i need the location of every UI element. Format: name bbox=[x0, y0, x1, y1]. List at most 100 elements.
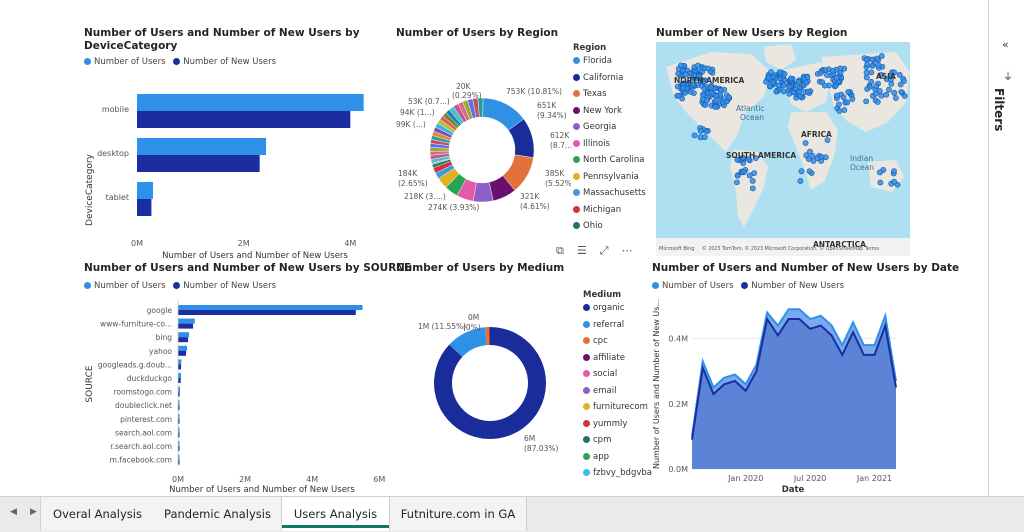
map-bubble[interactable] bbox=[704, 97, 711, 104]
map-bubble[interactable] bbox=[695, 62, 701, 69]
map-bubble[interactable] bbox=[702, 102, 709, 108]
map-bubble[interactable] bbox=[822, 67, 829, 74]
map-bubble[interactable] bbox=[869, 56, 876, 63]
region-legend-item[interactable]: Georgia bbox=[573, 122, 646, 139]
map-bubble[interactable] bbox=[786, 84, 793, 90]
device-bar-chart[interactable]: DeviceCategory Number of Users and Numbe… bbox=[82, 70, 382, 270]
region-legend-item[interactable]: New York bbox=[573, 106, 646, 123]
map-bubble[interactable] bbox=[875, 62, 882, 68]
source-bar-chart[interactable]: SOURCE Number of Users and Number of New… bbox=[82, 296, 387, 496]
map-bubble[interactable] bbox=[804, 74, 811, 80]
map-bubble[interactable] bbox=[734, 172, 741, 179]
source-bar-users[interactable] bbox=[178, 345, 188, 351]
region-legend-item[interactable]: Massachusetts bbox=[573, 188, 646, 205]
map-bubble[interactable] bbox=[833, 74, 840, 81]
map-bubble[interactable] bbox=[705, 65, 712, 72]
medium-legend-item[interactable]: referral bbox=[583, 320, 652, 337]
medium-legend-item[interactable]: cpc bbox=[583, 336, 652, 353]
map-bubble[interactable] bbox=[872, 90, 879, 97]
map-bubble[interactable] bbox=[697, 128, 704, 134]
region-legend-item[interactable]: Florida bbox=[573, 56, 646, 73]
source-bar-new-users[interactable] bbox=[178, 350, 187, 356]
map-bubble[interactable] bbox=[718, 87, 724, 94]
map-bubble[interactable] bbox=[713, 92, 719, 99]
map-bubble[interactable] bbox=[767, 83, 773, 90]
map-bubble[interactable] bbox=[765, 75, 772, 82]
map-bubble[interactable] bbox=[745, 156, 752, 163]
map-bubble[interactable] bbox=[878, 92, 885, 99]
region-legend-item[interactable]: Michigan bbox=[573, 205, 646, 222]
source-bar-new-users[interactable] bbox=[178, 337, 189, 343]
source-bar-users[interactable] bbox=[178, 332, 190, 338]
map-bubble[interactable] bbox=[891, 89, 898, 96]
medium-slice[interactable] bbox=[489, 327, 490, 346]
map-bubble[interactable] bbox=[809, 152, 816, 159]
medium-legend-item[interactable]: organic bbox=[583, 303, 652, 320]
copy-icon[interactable]: ⧉ bbox=[556, 244, 564, 257]
map-bubble[interactable] bbox=[749, 185, 756, 192]
map-bubble[interactable] bbox=[837, 69, 844, 76]
map-bubble[interactable] bbox=[746, 172, 753, 179]
map-bubble[interactable] bbox=[776, 69, 783, 75]
map-bubble[interactable] bbox=[845, 89, 852, 95]
medium-legend-item[interactable]: yummly bbox=[583, 419, 652, 436]
users-line[interactable] bbox=[691, 308, 897, 437]
map-bubble[interactable] bbox=[701, 134, 708, 141]
medium-legend-item[interactable]: fzbvy_bdgvba bbox=[583, 468, 652, 485]
medium-legend-item[interactable]: social bbox=[583, 369, 652, 386]
date-area-chart[interactable]: Number of Users and Number of New Us... … bbox=[650, 294, 900, 494]
map-bubble[interactable] bbox=[739, 154, 746, 161]
map-bubble[interactable] bbox=[768, 69, 774, 75]
map-bubble[interactable] bbox=[751, 170, 758, 177]
device-bar-users[interactable] bbox=[137, 182, 153, 199]
medium-legend-item[interactable]: cpm bbox=[583, 435, 652, 452]
region-legend-item[interactable]: North Carolina bbox=[573, 155, 646, 172]
tab-overal-analysis[interactable]: Overal Analysis bbox=[40, 497, 155, 531]
map-bubble[interactable] bbox=[877, 179, 884, 186]
map-bubble[interactable] bbox=[678, 62, 684, 69]
source-bar-users[interactable] bbox=[178, 441, 180, 446]
map-bubble[interactable] bbox=[877, 169, 883, 176]
focus-mode-icon[interactable]: ⤢ bbox=[599, 244, 609, 257]
map-bubble[interactable] bbox=[733, 179, 740, 186]
map-bubble[interactable] bbox=[798, 168, 805, 175]
device-bar-users[interactable] bbox=[137, 94, 364, 111]
source-bar-new-users[interactable] bbox=[178, 310, 356, 315]
source-bar-users[interactable] bbox=[178, 413, 180, 419]
map-bubble[interactable] bbox=[844, 99, 851, 106]
map-bubble[interactable] bbox=[773, 88, 780, 95]
map-bubble[interactable] bbox=[696, 73, 703, 80]
source-bar-users[interactable] bbox=[178, 386, 181, 392]
source-bar-new-users[interactable] bbox=[178, 446, 180, 451]
medium-legend-item[interactable]: affiliate bbox=[583, 353, 652, 370]
map-bubble[interactable] bbox=[878, 53, 885, 59]
map-bubble[interactable] bbox=[810, 158, 817, 164]
map-bubble[interactable] bbox=[836, 107, 843, 114]
map-bubble[interactable] bbox=[770, 73, 777, 80]
device-bar-users[interactable] bbox=[137, 138, 267, 155]
map-bubble[interactable] bbox=[690, 81, 696, 88]
map-bubble[interactable] bbox=[687, 88, 694, 95]
tab-pandemic-analysis[interactable]: Pandemic Analysis bbox=[154, 497, 282, 531]
source-bar-new-users[interactable] bbox=[178, 418, 180, 424]
more-options-icon[interactable]: ⋯ bbox=[621, 244, 633, 257]
map-bubble[interactable] bbox=[795, 78, 802, 85]
tab-futniture-com-in-ga[interactable]: Futniture.com in GA bbox=[390, 497, 527, 531]
source-bar-users[interactable] bbox=[178, 373, 182, 378]
medium-legend-item[interactable]: email bbox=[583, 386, 652, 403]
filters-pane[interactable]: « ⏚ Filters bbox=[988, 0, 1024, 496]
device-bar-new-users[interactable] bbox=[137, 111, 351, 128]
map-bubble[interactable] bbox=[898, 89, 905, 95]
source-bar-new-users[interactable] bbox=[178, 459, 180, 465]
source-bar-users[interactable] bbox=[178, 454, 180, 460]
map-bubble[interactable] bbox=[874, 99, 881, 105]
collapse-filters-icon[interactable]: « bbox=[1002, 38, 1009, 51]
source-bar-users[interactable] bbox=[178, 305, 363, 310]
map-bubble[interactable] bbox=[892, 95, 899, 101]
new-users-map[interactable]: NORTH AMERICA Atlantic Ocean AFRICA SOUT… bbox=[656, 42, 910, 256]
map-bubble[interactable] bbox=[803, 79, 810, 86]
map-bubble[interactable] bbox=[829, 67, 836, 74]
map-bubble[interactable] bbox=[833, 92, 840, 99]
map-bubble[interactable] bbox=[806, 168, 813, 175]
